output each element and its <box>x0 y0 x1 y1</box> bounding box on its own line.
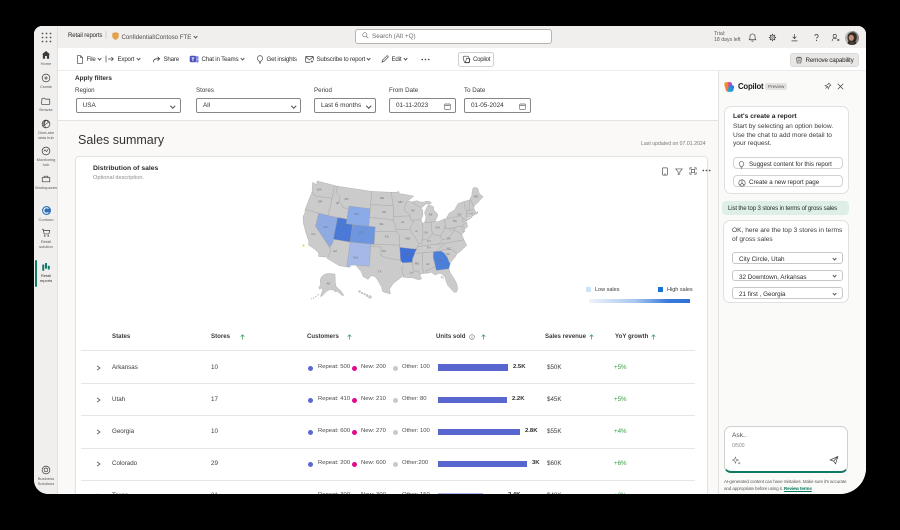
svg-text:CO: CO <box>359 231 364 235</box>
svg-text:SD: SD <box>382 210 387 214</box>
svg-text:NE: NE <box>379 222 383 226</box>
svg-text:MN: MN <box>398 200 403 204</box>
svg-text:SC: SC <box>446 252 451 256</box>
svg-text:OK: OK <box>382 249 386 253</box>
svg-text:VA: VA <box>447 236 451 240</box>
svg-text:MO: MO <box>405 237 410 241</box>
svg-text:KS: KS <box>385 235 389 239</box>
svg-text:CA: CA <box>311 232 315 236</box>
svg-text:AR: AR <box>406 253 411 257</box>
svg-text:OH: OH <box>435 225 440 229</box>
svg-text:MT: MT <box>345 197 349 201</box>
svg-text:ID: ID <box>336 201 340 205</box>
svg-text:WI: WI <box>411 209 415 213</box>
svg-text:IN: IN <box>425 230 428 234</box>
svg-text:AL: AL <box>426 262 430 266</box>
svg-text:MI: MI <box>429 212 432 216</box>
svg-text:UT: UT <box>342 224 346 228</box>
svg-text:MS: MS <box>415 261 420 265</box>
svg-text:NY: NY <box>458 212 462 216</box>
svg-text:PA: PA <box>453 219 457 223</box>
svg-text:IL: IL <box>416 229 419 233</box>
svg-text:LA: LA <box>410 271 414 275</box>
svg-text:AZ: AZ <box>333 249 337 253</box>
svg-text:KY: KY <box>427 239 431 243</box>
svg-text:NM: NM <box>353 255 358 259</box>
svg-text:GA: GA <box>438 258 442 262</box>
svg-text:NV: NV <box>323 225 327 229</box>
svg-text:FL: FL <box>441 276 445 280</box>
svg-text:TX: TX <box>378 270 382 274</box>
svg-text:ND: ND <box>380 196 385 200</box>
svg-text:WY: WY <box>354 212 359 216</box>
svg-text:AK: AK <box>326 282 330 286</box>
svg-text:TN: TN <box>427 246 431 250</box>
svg-text:ME: ME <box>474 194 479 198</box>
svg-text:OR: OR <box>318 199 323 203</box>
svg-text:NC: NC <box>447 247 452 251</box>
svg-text:WA: WA <box>317 188 322 192</box>
svg-text:IA: IA <box>401 220 404 224</box>
